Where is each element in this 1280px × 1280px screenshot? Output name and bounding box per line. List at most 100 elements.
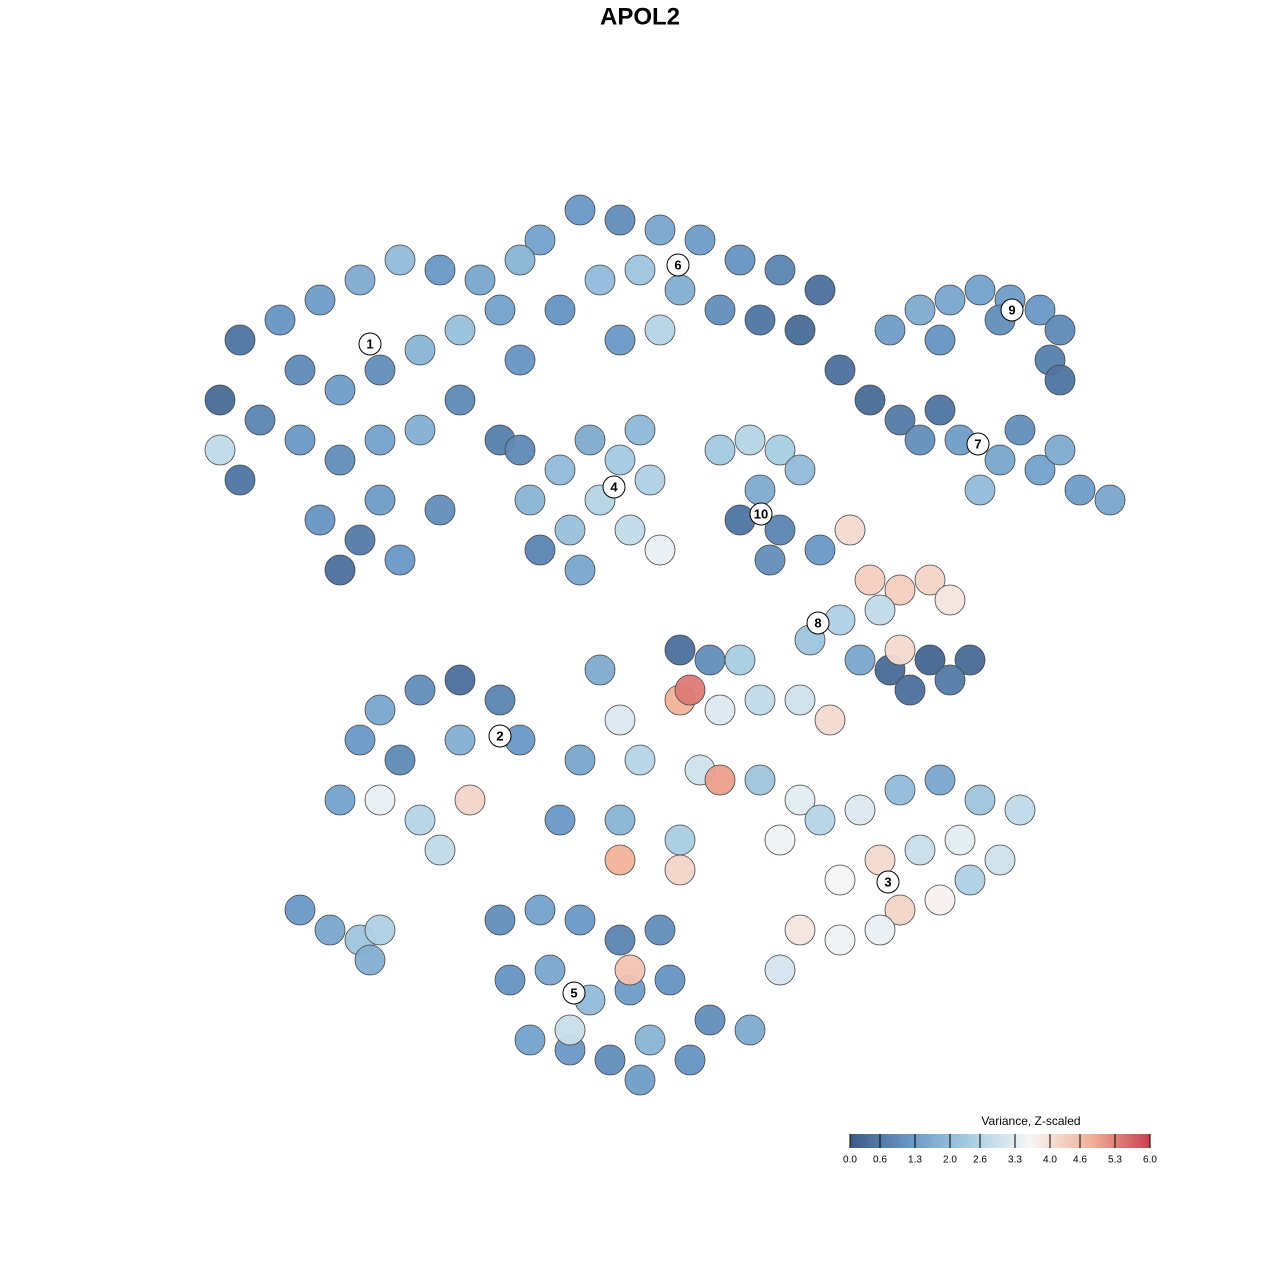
point <box>514 484 546 516</box>
point <box>524 894 556 926</box>
point <box>554 514 586 546</box>
point <box>884 774 916 806</box>
point <box>594 1044 626 1076</box>
point <box>284 354 316 386</box>
point <box>934 584 966 616</box>
point <box>324 444 356 476</box>
point <box>784 454 816 486</box>
cluster-badge <box>666 253 690 277</box>
point <box>704 694 736 726</box>
point <box>734 424 766 456</box>
cluster-label: 5 <box>570 985 577 1000</box>
colorbar-tick-label: 3.3 <box>1008 1155 1022 1166</box>
point <box>694 644 726 676</box>
point <box>824 864 856 896</box>
point <box>504 434 536 466</box>
cluster-badge <box>749 502 773 526</box>
point <box>874 314 906 346</box>
point <box>284 424 316 456</box>
point <box>764 254 796 286</box>
point <box>924 764 956 796</box>
point <box>224 464 256 496</box>
point <box>494 964 526 996</box>
cluster-badge <box>1000 298 1024 322</box>
point <box>694 1004 726 1036</box>
point <box>864 844 896 876</box>
point <box>934 664 966 696</box>
point <box>664 634 696 666</box>
point <box>584 264 616 296</box>
point <box>364 424 396 456</box>
point <box>844 644 876 676</box>
cluster-badge <box>966 432 990 456</box>
point <box>804 534 836 566</box>
point <box>984 844 1016 876</box>
point <box>324 554 356 586</box>
cluster-label: 4 <box>610 479 618 494</box>
point <box>1044 314 1076 346</box>
point <box>784 914 816 946</box>
point <box>884 634 916 666</box>
point <box>644 314 676 346</box>
point <box>624 414 656 446</box>
colorbar: Variance, Z-scaled 0.0 0.6 1.3 2.0 2.6 3.3 4.0… <box>843 1114 1157 1165</box>
point <box>404 414 436 446</box>
point <box>484 904 516 936</box>
point <box>424 254 456 286</box>
point <box>584 654 616 686</box>
point <box>914 644 946 676</box>
point <box>604 324 636 356</box>
point <box>664 824 696 856</box>
point <box>444 724 476 756</box>
point <box>314 914 346 946</box>
point <box>604 844 636 876</box>
point <box>704 294 736 326</box>
point <box>344 264 376 296</box>
point <box>854 564 886 596</box>
point <box>1094 484 1126 516</box>
point <box>1024 454 1056 486</box>
point <box>424 834 456 866</box>
point <box>854 384 886 416</box>
point <box>644 914 676 946</box>
point <box>894 674 926 706</box>
point <box>384 744 416 776</box>
point <box>904 424 936 456</box>
point <box>674 1044 706 1076</box>
cluster-label: 6 <box>674 257 681 272</box>
point <box>1004 794 1036 826</box>
point <box>724 644 756 676</box>
point <box>604 804 636 836</box>
point <box>624 744 656 776</box>
point <box>764 824 796 856</box>
colorbar-tick-label: 4.6 <box>1073 1155 1087 1166</box>
point <box>764 514 796 546</box>
point <box>744 474 776 506</box>
point <box>364 484 396 516</box>
colorbar-tick-label: 4.0 <box>1043 1155 1057 1166</box>
point <box>504 344 536 376</box>
point <box>844 794 876 826</box>
point <box>904 294 936 326</box>
point <box>364 914 396 946</box>
point <box>644 534 676 566</box>
point <box>664 854 696 886</box>
cluster-label: 10 <box>754 506 768 521</box>
point <box>744 764 776 796</box>
point <box>644 214 676 246</box>
cluster-label: 8 <box>814 615 821 630</box>
point <box>824 604 856 636</box>
point <box>544 804 576 836</box>
cluster-labels: 1 2 3 4 5 6 7 8 9 10 <box>358 253 1024 1005</box>
point <box>864 594 896 626</box>
point <box>504 244 536 276</box>
cluster-badge <box>562 981 586 1005</box>
point <box>864 914 896 946</box>
point <box>364 694 396 726</box>
colorbar-tick-label: 5.3 <box>1108 1155 1122 1166</box>
point <box>454 784 486 816</box>
cluster-badge <box>876 870 900 894</box>
point <box>624 1064 656 1096</box>
cluster-label: 9 <box>1008 302 1015 317</box>
cluster-badge <box>358 332 382 356</box>
